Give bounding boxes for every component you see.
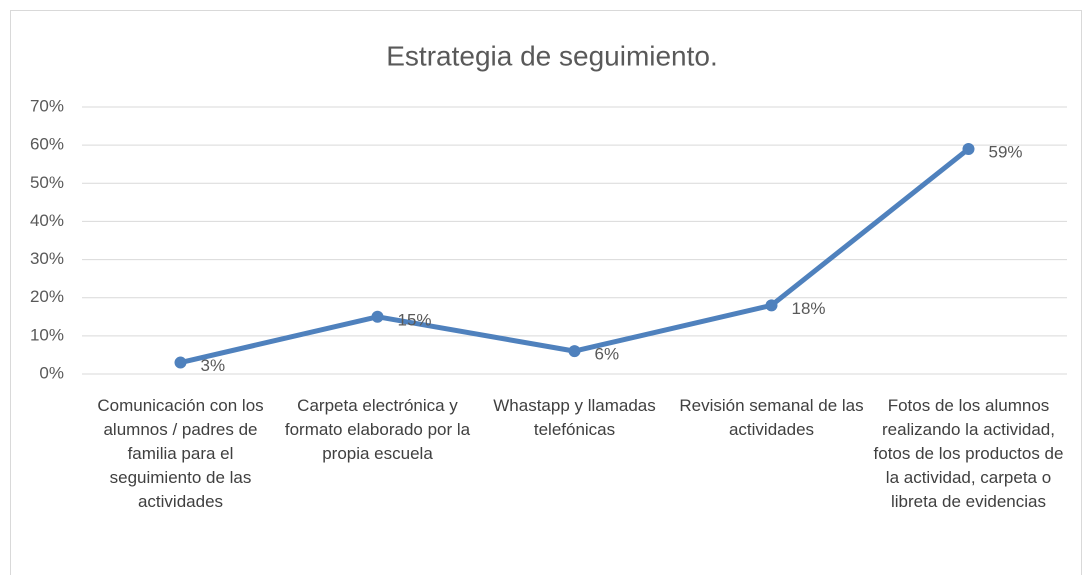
line xyxy=(179,146,971,365)
marker xyxy=(174,356,187,369)
data-label: 18% xyxy=(792,299,826,318)
chart-title: Estrategia de seguimiento. xyxy=(386,40,718,71)
y-tick-label: 60% xyxy=(30,135,64,154)
data-label: 3% xyxy=(201,356,226,375)
marker xyxy=(371,310,384,323)
y-tick-label: 50% xyxy=(30,173,64,192)
x-tick-label: Whastapp y llamadas telefónicas xyxy=(493,396,656,439)
data-label: 59% xyxy=(989,142,1023,161)
y-tick-label: 70% xyxy=(30,96,64,115)
x-tick-label: Revisión semanal de las actividades xyxy=(679,396,864,439)
y-tick-label: 30% xyxy=(30,249,64,268)
x-tick-label: Comunicación con los alumnos / padres de… xyxy=(97,396,264,511)
y-tick-label: 10% xyxy=(30,325,64,344)
y-tick-label: 0% xyxy=(39,363,64,382)
data-label: 6% xyxy=(595,345,620,364)
marker xyxy=(568,345,581,358)
chart-frame xyxy=(10,10,1082,575)
y-tick-label: 20% xyxy=(30,287,64,306)
data-label: 15% xyxy=(398,310,432,329)
y-tick-label: 40% xyxy=(30,211,64,230)
x-tick-label: Carpeta electrónica y formato elaborado … xyxy=(284,396,471,463)
marker xyxy=(962,142,975,155)
x-tick-label: Fotos de los alumnos realizando la activ… xyxy=(873,396,1064,511)
marker xyxy=(765,299,778,312)
